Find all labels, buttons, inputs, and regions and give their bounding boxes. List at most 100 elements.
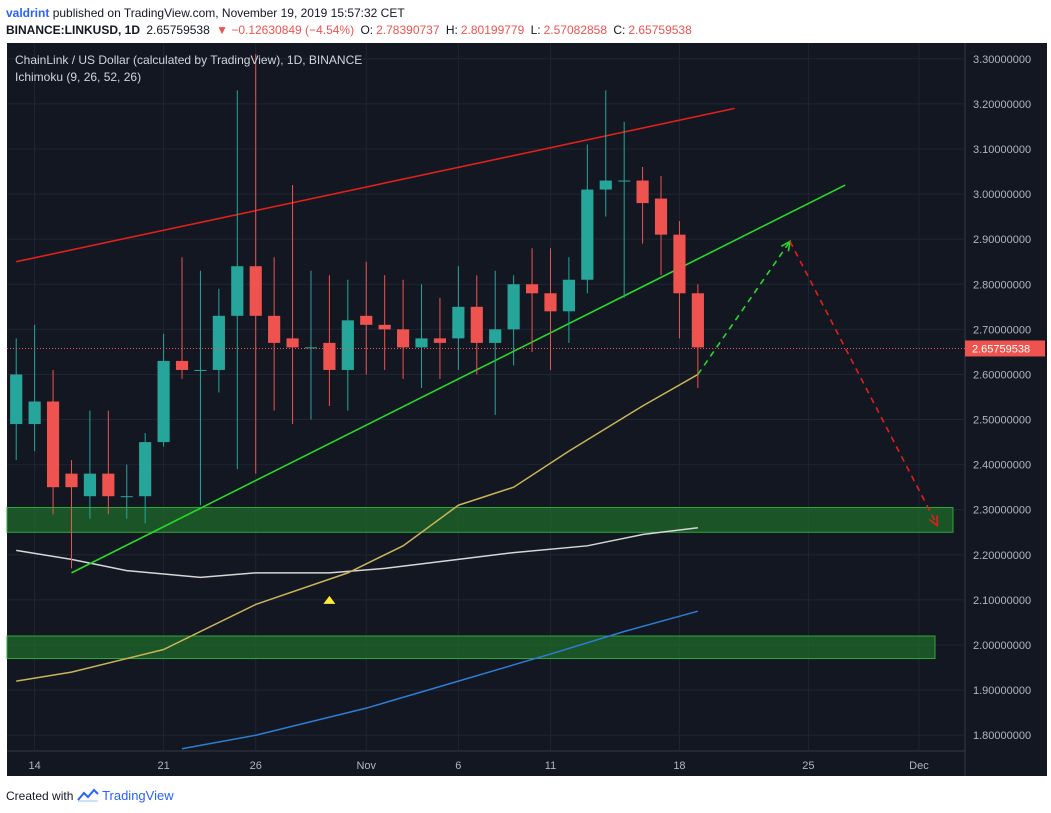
candle-body	[120, 496, 133, 498]
y-tick-label: 2.50000000	[973, 415, 1031, 427]
price-change: ▼ −0.12630849 (−4.54%)	[216, 23, 355, 37]
plot-area	[7, 43, 965, 776]
projection-down-arrow	[789, 241, 939, 526]
y-tick-label: 1.80000000	[973, 730, 1031, 742]
candle-body	[231, 266, 244, 316]
close-value: 2.65759538	[628, 23, 692, 37]
candle-body	[415, 338, 428, 348]
candle-body	[286, 338, 299, 348]
ma-yellow-line	[16, 373, 699, 682]
indicator-lines	[16, 107, 846, 750]
resistance-trendline	[16, 107, 735, 263]
high-label: H:	[445, 23, 458, 37]
y-tick-label: 3.10000000	[973, 144, 1031, 156]
candle-body	[28, 401, 41, 425]
y-tick-label: 2.30000000	[973, 505, 1031, 517]
projection-down-arrow-head	[928, 515, 939, 528]
y-tick-label: 2.00000000	[973, 640, 1031, 652]
candle-body	[139, 442, 152, 497]
publish-line: valdrint published on TradingView.com, N…	[6, 5, 695, 22]
candle-body	[452, 306, 465, 339]
candle-body	[157, 360, 170, 443]
candle-body	[304, 347, 318, 349]
y-tick-label: 2.10000000	[973, 595, 1031, 607]
quote-line: BINANCE:LINKUSD, 1D 2.65759538 ▼ −0.1263…	[6, 22, 695, 39]
candle-body	[470, 306, 483, 343]
author-link[interactable]: valdrint	[6, 6, 50, 20]
candle-body	[636, 180, 649, 204]
candle-body	[654, 198, 668, 235]
support-trendline	[71, 184, 846, 574]
candle-body	[562, 279, 575, 312]
low-label: L:	[530, 23, 541, 37]
y-tick-label: 2.80000000	[973, 279, 1031, 291]
tradingview-brand[interactable]: TradingView	[102, 788, 174, 803]
tradingview-logo-icon	[76, 788, 99, 805]
candle-body	[581, 189, 594, 280]
open-label: O:	[360, 23, 374, 37]
symbol-label: BINANCE:LINKUSD, 1D	[6, 23, 141, 37]
candle-body	[249, 266, 262, 316]
candle-body	[397, 329, 410, 348]
candle-body	[194, 369, 207, 371]
signal-marker	[323, 595, 336, 604]
x-tick-label: Nov	[356, 760, 376, 772]
candle-body	[175, 360, 189, 370]
x-tick-label: 21	[157, 760, 169, 772]
price-axis[interactable]	[965, 43, 1047, 776]
y-tick-label: 2.40000000	[973, 460, 1031, 472]
candle-body	[507, 284, 520, 330]
x-tick-label: 11	[545, 760, 556, 772]
x-tick-label: Dec	[909, 760, 929, 772]
last-price-badge	[965, 340, 1045, 357]
legend-title: ChainLink / US Dollar (calculated by Tra…	[15, 53, 362, 67]
legend-indicator[interactable]: Ichimoku (9, 26, 52, 26)	[15, 70, 141, 84]
projection-up-arrow	[697, 240, 791, 375]
candle-body	[341, 320, 354, 370]
candle-body	[525, 284, 539, 294]
y-tick-label: 3.30000000	[973, 54, 1031, 66]
published-text: published on TradingView.com, November 1…	[52, 6, 405, 20]
created-with-text: Created with	[6, 789, 74, 803]
low-value: 2.57082858	[543, 23, 608, 37]
x-tick-label: 25	[802, 760, 814, 772]
candle-body	[360, 315, 373, 325]
candle-body	[489, 329, 502, 343]
close-label: C:	[613, 23, 626, 37]
x-tick-label: 26	[250, 760, 262, 772]
y-tick-label: 2.20000000	[973, 550, 1031, 562]
current-price: 2.65759538	[146, 23, 210, 37]
y-tick-label: 2.60000000	[973, 369, 1031, 381]
candle-body	[323, 342, 336, 370]
last-price-label: 2.65759538	[972, 343, 1030, 355]
chart-header: valdrint published on TradingView.com, N…	[6, 5, 695, 39]
support-zone	[6, 506, 954, 533]
footer: Created with TradingView	[6, 788, 174, 805]
y-tick-label: 3.00000000	[973, 189, 1031, 201]
candle-body	[268, 315, 281, 343]
x-tick-label: 6	[455, 760, 461, 772]
y-tick-label: 2.70000000	[973, 324, 1031, 336]
candle-body	[433, 338, 447, 343]
x-tick-label: 18	[673, 760, 685, 772]
y-tick-label: 2.90000000	[973, 234, 1031, 246]
y-tick-label: 3.20000000	[973, 99, 1031, 111]
zones	[6, 506, 954, 660]
x-axis-labels: 14 21 26 Nov 6 11 18 25 Dec	[29, 760, 930, 772]
candle-body	[599, 180, 612, 190]
candle-body	[378, 324, 391, 330]
y-tick-label: 1.90000000	[973, 685, 1031, 697]
candle-body	[46, 401, 60, 488]
candle-body	[10, 374, 23, 425]
ma-white-line	[16, 527, 698, 579]
candle-body	[544, 293, 557, 312]
high-value: 2.80199779	[460, 23, 525, 37]
candle-body	[618, 180, 631, 182]
x-tick-label: 14	[29, 760, 41, 772]
candle-body	[691, 293, 704, 348]
candle-body	[83, 473, 96, 497]
candle-body	[212, 315, 225, 370]
candle-body	[102, 473, 115, 497]
y-axis-labels: 3.30000000 3.20000000 3.10000000 3.00000000…	[973, 54, 1031, 742]
